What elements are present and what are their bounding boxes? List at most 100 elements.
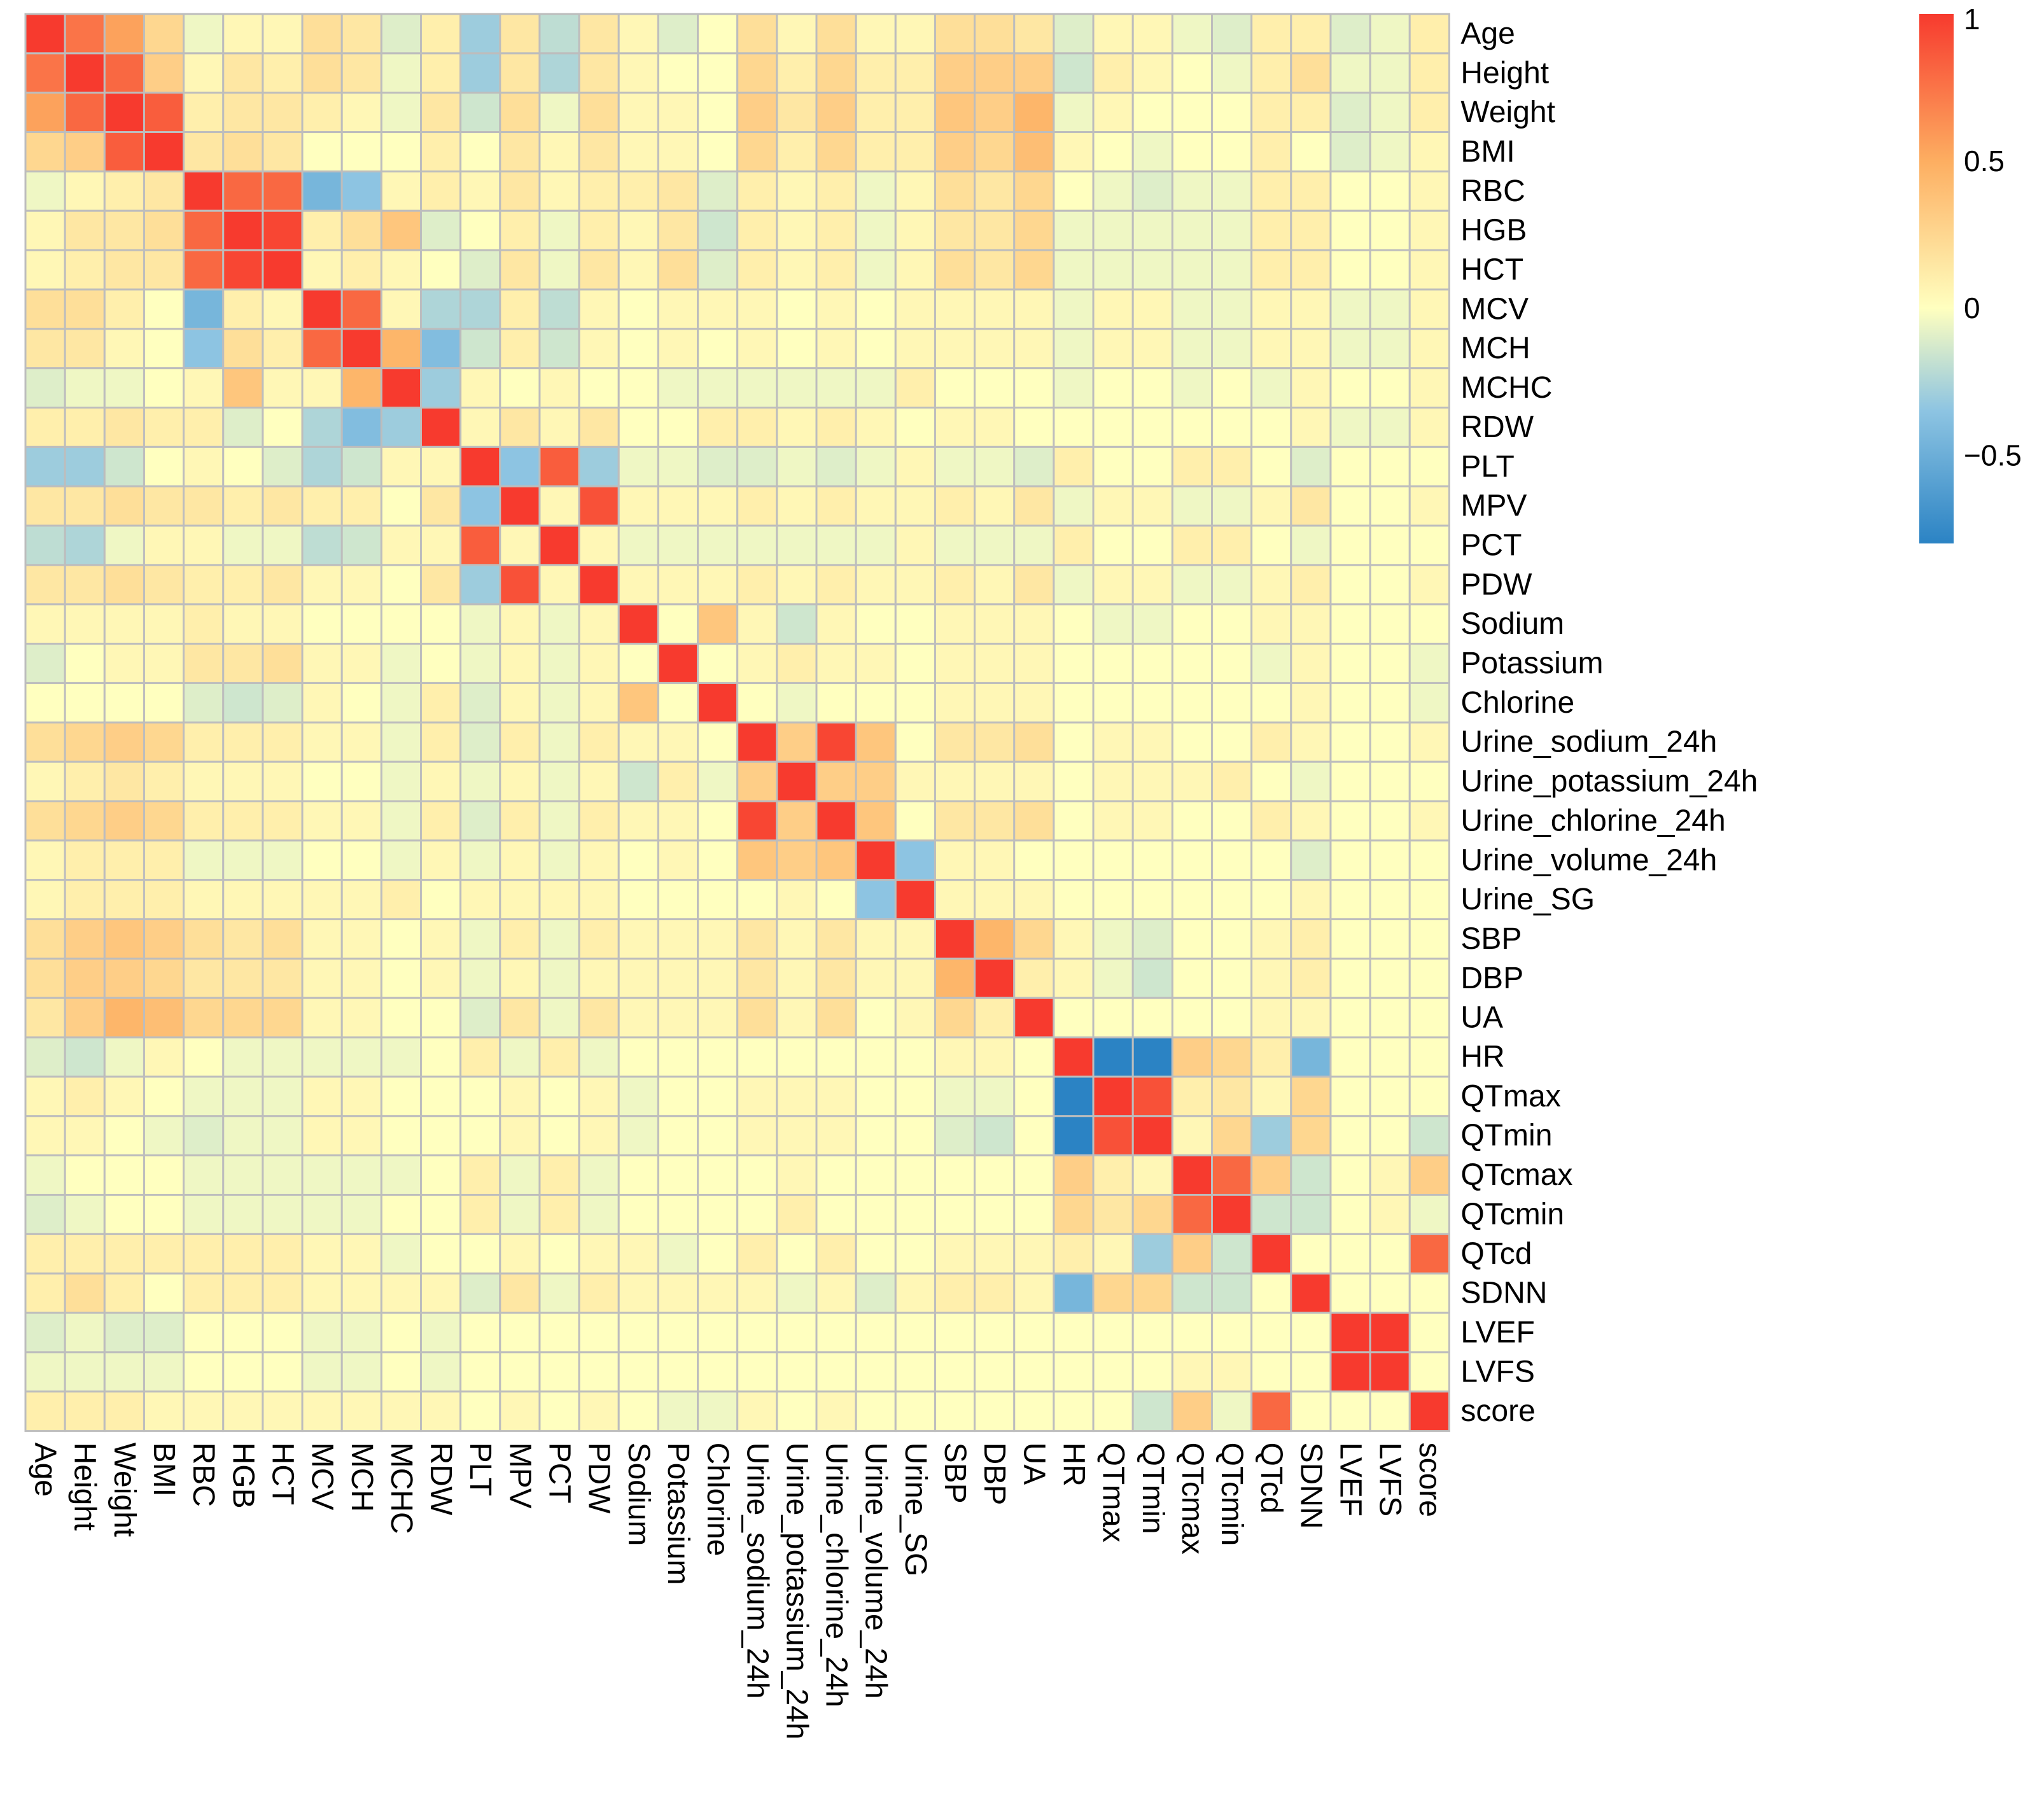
heatmap-cell-qtmax-chlorine [697, 1075, 739, 1117]
heatmap-cell-sbp-urine-potassium-24h [776, 918, 818, 960]
heatmap-cell-qtcd-height [64, 1233, 106, 1275]
heatmap-cell-mcv-dbp [974, 288, 1016, 330]
heatmap-cell-weight-mch [340, 92, 382, 134]
heatmap-cell-plt-qtmin [1131, 445, 1173, 487]
heatmap-cell-urine-chlorine-24h-mcv [301, 800, 343, 842]
heatmap-cell-hr-height [64, 1036, 106, 1078]
heatmap-cell-hct-pct [538, 249, 580, 291]
heatmap-cell-ua-score [1408, 997, 1450, 1039]
heatmap-cell-qtcmax-hct [262, 1154, 304, 1196]
heatmap-cell-age-urine-chlorine-24h [815, 13, 857, 55]
heatmap-cell-age-bmi [143, 13, 185, 55]
heatmap-cell-urine-potassium-24h-score [1408, 760, 1450, 802]
heatmap-cell-hgb-pdw [578, 209, 620, 251]
heatmap-cell-lvfs-mchc [380, 1351, 422, 1393]
row-label-chlorine: Chlorine [1460, 686, 1574, 720]
row-label-rbc: RBC [1460, 174, 1525, 208]
column-label-lvef: LVEF [1334, 1443, 1368, 1516]
heatmap-cell-urine-chlorine-24h-chlorine [697, 800, 739, 842]
heatmap-cell-sodium-mcv [301, 603, 343, 645]
heatmap-cell-chlorine-mpv [499, 682, 541, 724]
heatmap-cell-hgb-sbp [934, 209, 976, 251]
heatmap-cell-mchc-dbp [974, 367, 1016, 409]
heatmap-cell-qtcmax-urine-sg [894, 1154, 936, 1196]
heatmap-cell-urine-volume-24h-hct [262, 839, 304, 881]
heatmap-cell-pct-age [24, 524, 66, 566]
heatmap-cell-plt-mcv [301, 445, 343, 487]
heatmap-cell-mpv-sbp [934, 485, 976, 527]
heatmap-cell-hr-qtcmax [1171, 1036, 1213, 1078]
column-label-urine-sodium-24h: Urine_sodium_24h [740, 1443, 774, 1699]
heatmap-cell-pct-qtcmin [1211, 524, 1253, 566]
heatmap-cell-urine-chlorine-24h-rdw [420, 800, 462, 842]
heatmap-cell-bmi-potassium [657, 131, 699, 172]
heatmap-cell-mpv-age [24, 485, 66, 527]
heatmap-cell-qtmin-score [1408, 1115, 1450, 1157]
heatmap-cell-urine-potassium-24h-qtcmin [1211, 760, 1253, 802]
heatmap-cell-sbp-urine-chlorine-24h [815, 918, 857, 960]
heatmap-cell-pct-chlorine [697, 524, 739, 566]
heatmap-cell-pdw-mcv [301, 564, 343, 606]
heatmap-cell-plt-hr [1053, 445, 1095, 487]
heatmap-cell-bmi-pct [538, 131, 580, 172]
heatmap-cell-pdw-qtcmax [1171, 564, 1213, 606]
heatmap-cell-hgb-lvfs [1369, 209, 1411, 251]
heatmap-cell-plt-mchc [380, 445, 422, 487]
heatmap-cell-height-age [24, 52, 66, 94]
heatmap-cell-sdnn-urine-chlorine-24h [815, 1272, 857, 1314]
heatmap-cell-lvef-dbp [974, 1312, 1016, 1354]
heatmap-cell-qtcmax-qtcd [1250, 1154, 1292, 1196]
heatmap-cell-age-weight [103, 13, 145, 55]
heatmap-cell-mch-weight [103, 328, 145, 370]
heatmap-cell-weight-rbc [183, 92, 225, 134]
heatmap-cell-urine-chlorine-24h-urine-sodium-24h [736, 800, 778, 842]
heatmap-cell-urine-chlorine-24h-qtmax [1092, 800, 1134, 842]
heatmap-cell-score-qtcmin [1211, 1390, 1253, 1432]
heatmap-cell-hr-chlorine [697, 1036, 739, 1078]
heatmap-cell-qtmax-sdnn [1290, 1075, 1332, 1117]
heatmap-cell-urine-chlorine-24h-potassium [657, 800, 699, 842]
heatmap-cell-qtcd-age [24, 1233, 66, 1275]
heatmap-cell-qtmax-qtcmax [1171, 1075, 1213, 1117]
heatmap-cell-sdnn-hr [1053, 1272, 1095, 1314]
heatmap-cell-mcv-sdnn [1290, 288, 1332, 330]
heatmap-cell-urine-sodium-24h-mcv [301, 721, 343, 763]
heatmap-cell-rdw-hr [1053, 407, 1095, 448]
heatmap-cell-age-hr [1053, 13, 1095, 55]
heatmap-cell-rdw-urine-chlorine-24h [815, 407, 857, 448]
heatmap-cell-qtmin-pct [538, 1115, 580, 1157]
heatmap-cell-dbp-pdw [578, 957, 620, 999]
heatmap-cell-chlorine-sbp [934, 682, 976, 724]
row-label-hr: HR [1460, 1040, 1504, 1074]
heatmap-cell-pdw-urine-chlorine-24h [815, 564, 857, 606]
heatmap-cell-qtcmin-hr [1053, 1194, 1095, 1235]
heatmap-cell-qtcmax-qtmin [1131, 1154, 1173, 1196]
heatmap-cell-rbc-qtmax [1092, 170, 1134, 212]
heatmap-cell-dbp-urine-sg [894, 957, 936, 999]
heatmap-cell-ua-sdnn [1290, 997, 1332, 1039]
heatmap-cell-lvef-urine-potassium-24h [776, 1312, 818, 1354]
heatmap-cell-chlorine-rbc [183, 682, 225, 724]
heatmap-cell-plt-plt [459, 445, 501, 487]
heatmap-cell-qtmin-sbp [934, 1115, 976, 1157]
heatmap-cell-urine-sodium-24h-urine-potassium-24h [776, 721, 818, 763]
heatmap-cell-plt-qtcd [1250, 445, 1292, 487]
heatmap-cell-bmi-lvef [1329, 131, 1371, 172]
heatmap-cell-hr-urine-volume-24h [855, 1036, 897, 1078]
heatmap-cell-hr-ua [1013, 1036, 1055, 1078]
heatmap-cell-chlorine-age [24, 682, 66, 724]
heatmap-cell-hct-score [1408, 249, 1450, 291]
heatmap-cell-plt-qtmax [1092, 445, 1134, 487]
heatmap-cell-chlorine-hct [262, 682, 304, 724]
heatmap-cell-plt-weight [103, 445, 145, 487]
heatmap-cell-qtmax-urine-volume-24h [855, 1075, 897, 1117]
heatmap-cell-hr-urine-potassium-24h [776, 1036, 818, 1078]
heatmap-cell-sodium-hgb [222, 603, 264, 645]
heatmap-cell-potassium-hct [262, 643, 304, 684]
heatmap-cell-urine-sodium-24h-mch [340, 721, 382, 763]
heatmap-cell-qtcd-chlorine [697, 1233, 739, 1275]
heatmap-cell-urine-sg-qtcd [1250, 879, 1292, 921]
heatmap-cell-qtmax-mpv [499, 1075, 541, 1117]
heatmap-cell-mcv-rbc [183, 288, 225, 330]
